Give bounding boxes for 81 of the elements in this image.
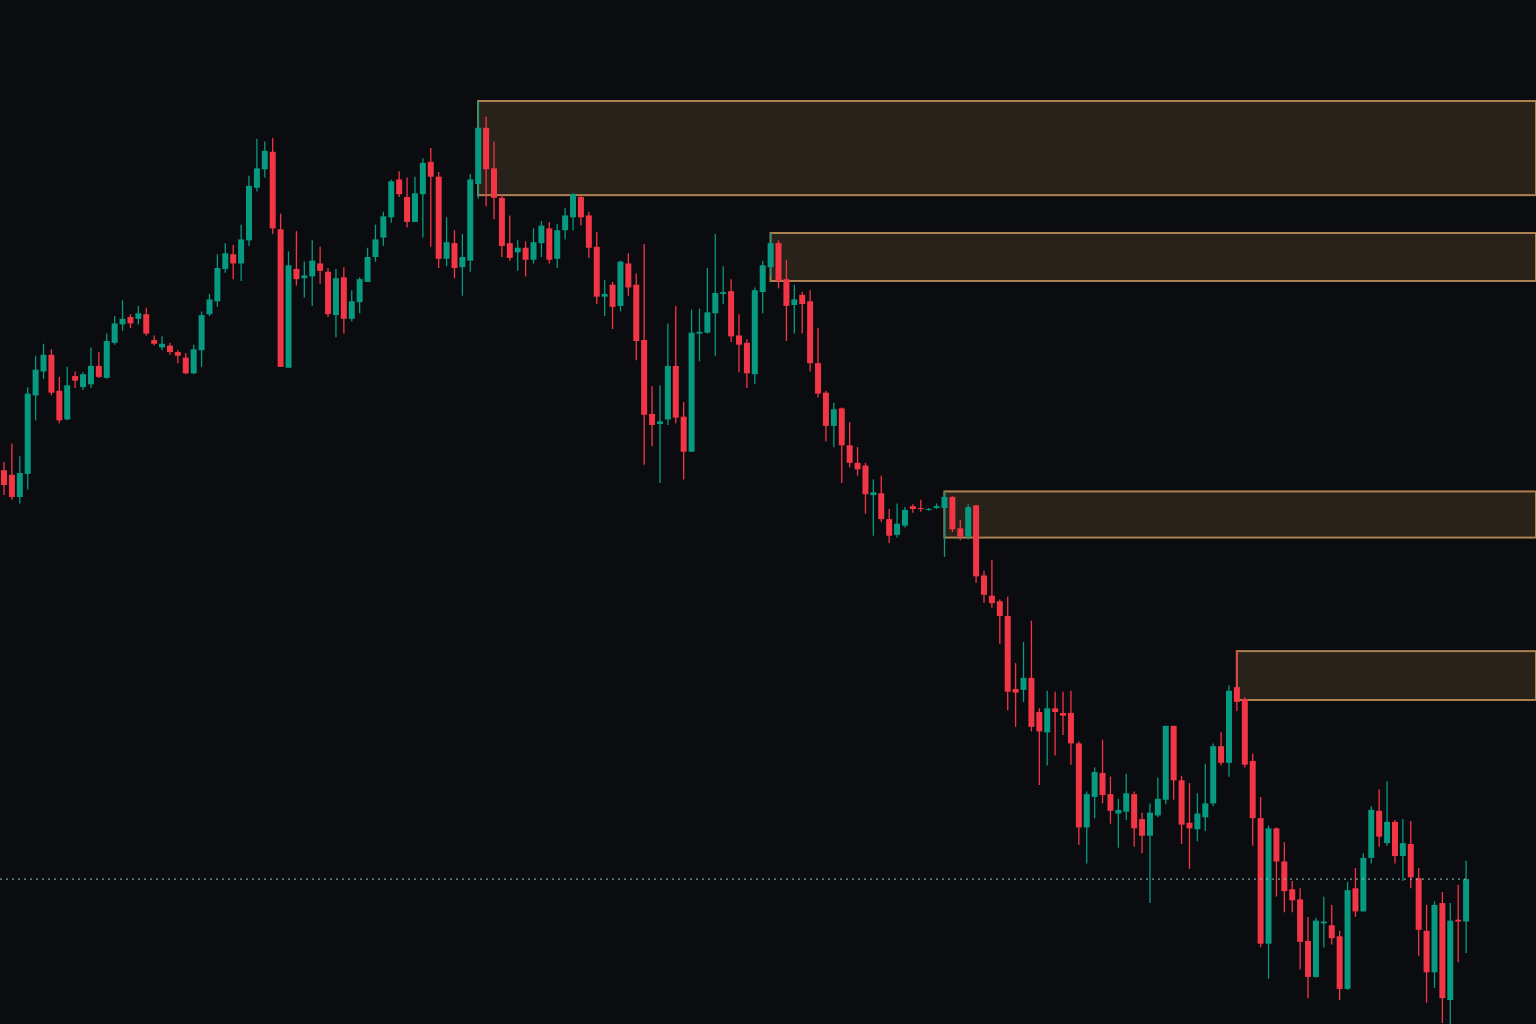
candlestick	[317, 246, 324, 285]
candlestick	[767, 232, 774, 278]
candlestick	[174, 349, 181, 364]
candlestick	[143, 307, 150, 337]
candlestick	[720, 265, 727, 305]
candlestick	[506, 214, 513, 262]
candlestick	[459, 233, 466, 297]
candlestick	[609, 281, 616, 330]
candlestick	[957, 519, 964, 541]
candlestick	[8, 442, 15, 501]
candlestick	[601, 279, 608, 317]
candlestick	[1154, 776, 1161, 818]
candlestick	[791, 284, 798, 335]
candlestick	[1012, 662, 1019, 728]
candlestick	[704, 267, 711, 335]
candlestick	[656, 384, 663, 484]
candlestick	[348, 289, 355, 323]
candlestick	[570, 192, 577, 231]
candlestick	[1352, 867, 1359, 918]
candlestick	[72, 370, 79, 389]
candlestick	[1036, 707, 1043, 786]
candlestick	[522, 240, 529, 278]
candlestick	[1218, 731, 1225, 767]
candlestick	[625, 252, 632, 297]
candlestick	[1020, 641, 1027, 703]
candlestick	[1202, 763, 1209, 832]
candlestick	[988, 559, 995, 609]
candlestick	[996, 598, 1003, 645]
candlestick	[981, 570, 987, 604]
candlestick	[1139, 811, 1146, 854]
candlestick	[222, 242, 229, 274]
candlestick	[1115, 798, 1122, 849]
candlestick	[253, 138, 260, 193]
candlestick	[1052, 691, 1059, 757]
candlestick	[95, 351, 102, 379]
candlestick	[427, 147, 434, 248]
candlestick	[443, 216, 450, 267]
candlestick	[846, 421, 853, 469]
candlestick	[894, 502, 901, 539]
candlestick	[111, 315, 118, 346]
candlestick	[356, 276, 363, 314]
candlestick	[1146, 802, 1153, 904]
candlestick	[1289, 880, 1296, 913]
candlestick	[135, 305, 142, 326]
candlestick	[736, 313, 742, 374]
candlestick	[799, 291, 806, 335]
candlestick	[396, 170, 403, 198]
candlestick	[830, 402, 837, 448]
candlestick	[309, 239, 316, 307]
candlestick	[206, 293, 213, 317]
candlestick	[301, 260, 308, 299]
candlestick	[1384, 780, 1391, 847]
candlestick	[1060, 691, 1067, 736]
candlestick	[182, 352, 189, 375]
candlestick	[238, 224, 245, 282]
candlestick	[372, 224, 379, 263]
candlestick	[119, 299, 126, 332]
candlestick	[16, 455, 23, 505]
candlestick	[562, 207, 569, 241]
candlestick	[901, 506, 908, 529]
candlestick	[1399, 818, 1406, 882]
candlestick	[712, 233, 719, 357]
candlestick	[909, 503, 916, 514]
candlestick	[87, 346, 94, 389]
candlestick	[1044, 690, 1051, 767]
candlestick	[1455, 883, 1462, 963]
candlestick	[1194, 792, 1201, 842]
candlestick	[380, 211, 387, 247]
candlestick	[40, 343, 47, 380]
candlestick	[230, 244, 237, 280]
candlestick	[870, 478, 877, 537]
candlestick	[261, 140, 268, 179]
candlestick	[1123, 773, 1130, 821]
candlestick	[1233, 650, 1240, 712]
candlestick	[293, 230, 300, 287]
candlestick	[190, 344, 197, 375]
candlestick	[886, 508, 893, 544]
candlestick	[1, 461, 7, 496]
candlestick	[649, 385, 656, 447]
candlestick	[1328, 904, 1335, 946]
candlestick	[577, 194, 584, 227]
